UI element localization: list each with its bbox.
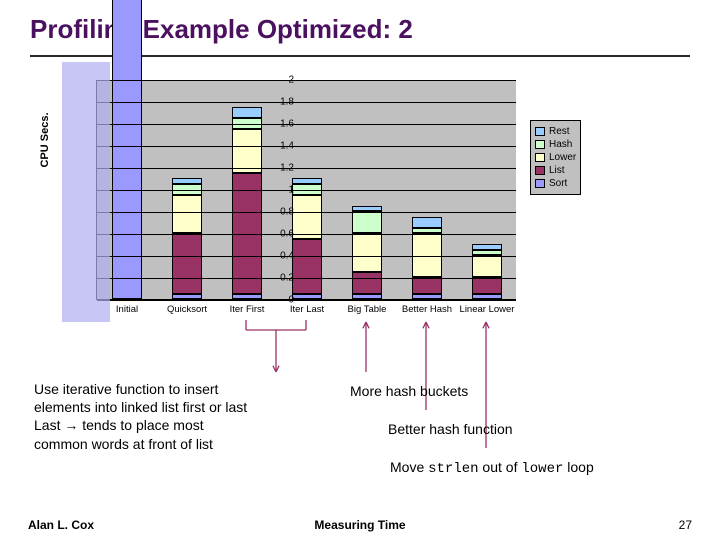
y-tick-label: 1.6 — [254, 119, 294, 130]
y-tick-label: 0 — [254, 295, 294, 306]
seg-lower — [172, 195, 202, 234]
seg-list — [412, 277, 442, 294]
seg-hash — [352, 211, 382, 233]
legend-item-lower: Lower — [535, 152, 576, 163]
seg-list — [352, 272, 382, 294]
seg-hash — [472, 250, 502, 256]
chart-plot-area: InitialQuicksortIter FirstIter LastBig T… — [96, 80, 516, 300]
ann-line: Use iterative function to insert — [34, 380, 324, 398]
seg-list — [292, 239, 322, 294]
seg-sort — [292, 294, 322, 300]
ann-line: common words at front of list — [34, 435, 324, 453]
initial-bar-clip-overlay — [62, 62, 110, 322]
y-tick-label: 1.4 — [254, 141, 294, 152]
annotation-better-hash: Better hash function — [388, 420, 513, 438]
seg-lower — [292, 195, 322, 239]
seg-sort — [172, 294, 202, 300]
legend-label: Hash — [549, 139, 572, 150]
legend-swatch — [535, 127, 545, 136]
x-tick-label: Iter First — [230, 304, 265, 315]
seg-sort — [412, 294, 442, 300]
y-tick-label: 0.4 — [254, 251, 294, 262]
y-tick-label: 1.8 — [254, 97, 294, 108]
x-tick-label: Iter Last — [290, 304, 324, 315]
legend-item-rest: Rest — [535, 126, 576, 137]
ann-line: elements into linked list first or last — [34, 398, 324, 416]
x-tick-label: Linear Lower — [460, 304, 515, 315]
legend-item-hash: Hash — [535, 139, 576, 150]
annotation-more-hash: More hash buckets — [350, 382, 468, 400]
legend-item-sort: Sort — [535, 178, 576, 189]
seg-rest — [232, 107, 262, 118]
seg-sort — [352, 294, 382, 300]
x-tick-label: Initial — [116, 304, 138, 315]
legend-swatch — [535, 179, 545, 188]
y-tick-label: 2 — [254, 75, 294, 86]
seg-hash — [292, 184, 322, 195]
legend-item-list: List — [535, 165, 576, 176]
seg-rest — [292, 178, 322, 184]
x-tick-label: Better Hash — [402, 304, 452, 315]
ann-line: Last → tends to place most — [34, 416, 324, 434]
seg-sort — [112, 0, 142, 299]
legend-swatch — [535, 153, 545, 162]
footer-page: 27 — [679, 518, 692, 532]
seg-sort — [472, 294, 502, 300]
x-tick-label: Quicksort — [167, 304, 207, 315]
seg-list — [172, 233, 202, 294]
footer-author: Alan L. Cox — [28, 518, 94, 532]
seg-hash — [172, 184, 202, 195]
y-tick-label: 0.2 — [254, 273, 294, 284]
seg-list — [472, 277, 502, 294]
y-tick-label: 0.8 — [254, 207, 294, 218]
legend-swatch — [535, 140, 545, 149]
seg-rest — [472, 244, 502, 250]
legend-label: List — [549, 165, 565, 176]
annotation-iterative: Use iterative function to insert element… — [34, 380, 324, 453]
seg-hash — [412, 228, 442, 234]
seg-lower — [472, 255, 502, 277]
legend-label: Lower — [549, 152, 576, 163]
x-tick-label: Big Table — [348, 304, 387, 315]
seg-lower — [352, 233, 382, 272]
slide-footer: Alan L. Cox Measuring Time 27 — [0, 518, 720, 532]
legend-swatch — [535, 166, 545, 175]
annotation-move-strlen: Move strlen out of lower loop — [390, 458, 594, 478]
seg-rest — [172, 178, 202, 184]
y-tick-label: 1.2 — [254, 163, 294, 174]
y-tick-label: 0.6 — [254, 229, 294, 240]
legend-label: Rest — [549, 126, 570, 137]
chart-legend: Rest Hash Lower List Sort — [530, 120, 581, 195]
seg-rest — [412, 217, 442, 228]
seg-rest — [352, 206, 382, 212]
y-axis-label: CPU Secs. — [39, 112, 51, 167]
slide-title: Profiling Example Optimized: 2 — [0, 0, 720, 55]
seg-lower — [412, 233, 442, 277]
y-tick-label: 1 — [254, 185, 294, 196]
legend-label: Sort — [549, 178, 567, 189]
footer-title: Measuring Time — [314, 518, 405, 532]
